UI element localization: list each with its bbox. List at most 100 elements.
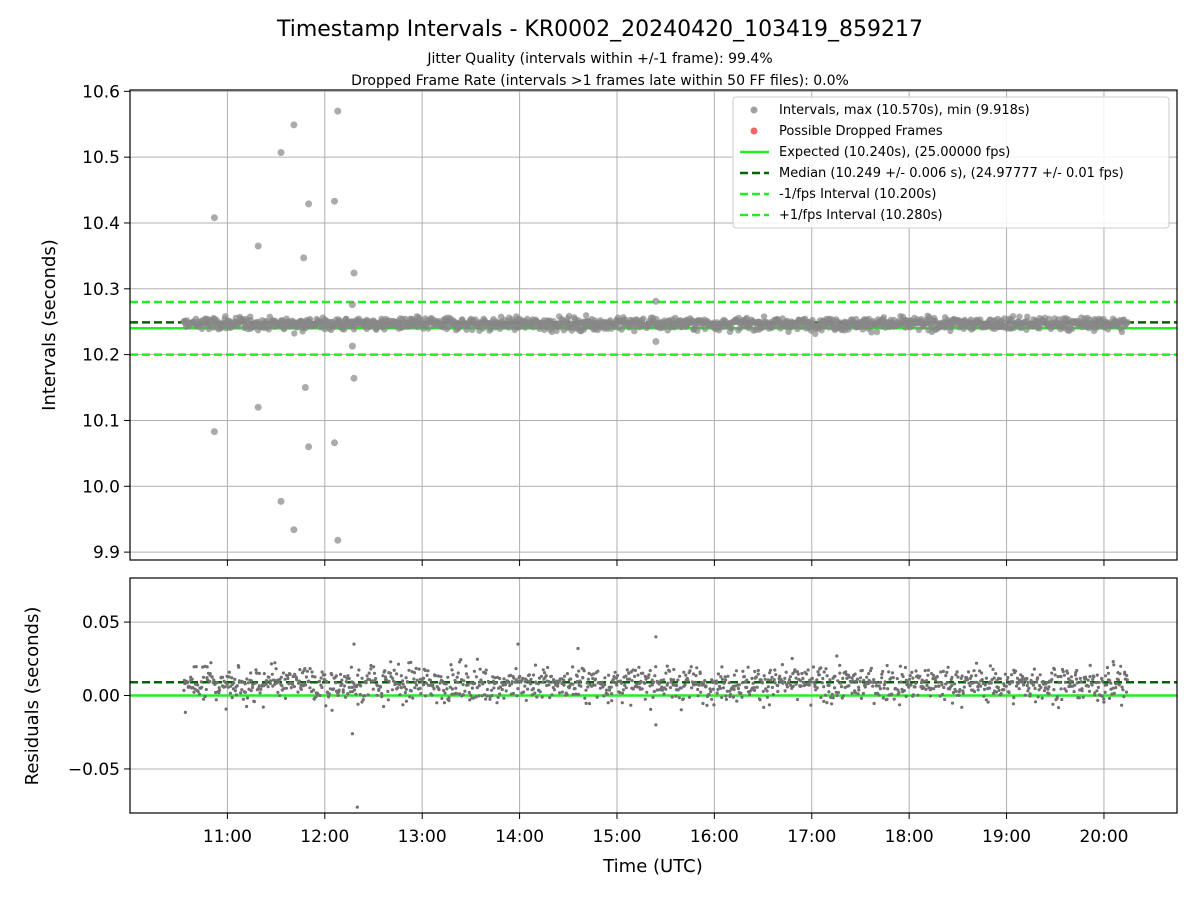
residual-point: [384, 678, 388, 682]
residual-point: [1074, 677, 1079, 681]
residual-point: [340, 678, 344, 682]
residual-point: [755, 685, 759, 689]
residual-point: [512, 676, 516, 680]
residual-point: [682, 670, 686, 674]
residual-point: [498, 676, 502, 681]
residual-point: [916, 693, 920, 697]
interval-point: [306, 316, 314, 323]
residual-point: [627, 671, 631, 676]
residual-point: [495, 701, 499, 705]
residual-point: [290, 682, 294, 686]
residual-point: [249, 679, 254, 683]
residual-point: [1073, 683, 1077, 687]
residual-point: [639, 679, 643, 684]
residual-point: [625, 668, 629, 672]
residual-point: [782, 680, 786, 684]
interval-outlier-point: [348, 342, 356, 350]
residual-point: [347, 685, 351, 690]
residual-point: [450, 687, 454, 691]
residual-point: [643, 697, 647, 701]
residual-point: [581, 676, 585, 680]
residual-point: [907, 677, 912, 682]
residual-point: [732, 673, 737, 677]
residual-point: [344, 680, 348, 684]
residual-point: [422, 676, 426, 680]
residual-point: [1026, 689, 1030, 693]
residual-point: [926, 668, 931, 672]
residual-point: [723, 675, 727, 679]
residual-point: [345, 676, 349, 681]
residual-point: [754, 675, 758, 679]
legend-plus-label: +1/fps Interval (10.280s): [779, 208, 943, 223]
residual-point: [711, 687, 715, 691]
chart-title: Timestamp Intervals - KR0002_20240420_10…: [276, 17, 923, 42]
residual-point: [881, 696, 885, 700]
residual-point: [1073, 673, 1077, 677]
residual-point: [835, 654, 839, 658]
residual-point: [740, 695, 744, 699]
interval-point: [640, 315, 647, 322]
residual-point: [1059, 675, 1063, 679]
residual-point: [442, 701, 446, 705]
residual-point: [281, 671, 285, 675]
residual-point: [273, 661, 277, 665]
residual-point: [857, 685, 861, 689]
residual-point: [330, 708, 334, 712]
residual-point: [591, 676, 595, 681]
residual-point: [650, 678, 654, 682]
residual-point: [310, 674, 315, 679]
residual-point: [841, 694, 846, 698]
residual-point: [1109, 681, 1113, 685]
residual-point: [932, 687, 936, 691]
residual-point: [765, 695, 770, 699]
residual-point: [283, 696, 288, 701]
residual-point: [1122, 695, 1126, 699]
residual-point: [669, 680, 673, 684]
residual-point: [799, 679, 803, 683]
residual-point: [662, 692, 666, 696]
residual-point: [283, 677, 287, 681]
residual-point: [353, 688, 357, 692]
residual-point: [510, 680, 514, 684]
residual-point: [404, 687, 408, 692]
bottom-panel-y-ticks: −0.05 0.00 0.05: [68, 613, 130, 780]
interval-outlier-point: [331, 439, 338, 447]
residual-point: [898, 664, 903, 668]
residual-point: [253, 681, 257, 685]
residual-point: [493, 676, 497, 680]
residual-point: [1015, 676, 1020, 680]
residual-point: [827, 690, 831, 694]
residual-point: [562, 683, 566, 687]
residual-point: [998, 677, 1002, 681]
residual-point: [1064, 689, 1068, 693]
residual-point: [412, 671, 417, 675]
residual-point: [937, 680, 941, 684]
residual-point: [1038, 673, 1042, 677]
residual-point: [577, 669, 581, 673]
residual-point: [740, 681, 744, 685]
residual-point: [1022, 683, 1026, 687]
residual-point: [205, 665, 209, 669]
interval-outlier-point: [350, 374, 358, 382]
residual-point: [614, 676, 619, 680]
residual-point: [223, 685, 227, 689]
residual-point: [756, 672, 760, 676]
residual-point: [815, 686, 819, 690]
residual-point: [411, 696, 415, 700]
residual-point: [967, 681, 971, 685]
residual-point: [245, 704, 249, 709]
y-tick-label: 10.0: [82, 477, 120, 497]
residual-point: [824, 667, 828, 671]
residual-point: [419, 692, 423, 696]
residual-point: [950, 701, 955, 705]
residual-point: [225, 682, 229, 686]
residual-point: [766, 678, 770, 682]
residual-point: [732, 687, 736, 692]
residual-point: [739, 691, 743, 696]
legend-dropped-marker: [750, 127, 758, 135]
residual-point: [737, 683, 741, 687]
residual-point: [447, 696, 451, 700]
residual-point: [1021, 675, 1025, 679]
residual-point: [983, 683, 987, 687]
